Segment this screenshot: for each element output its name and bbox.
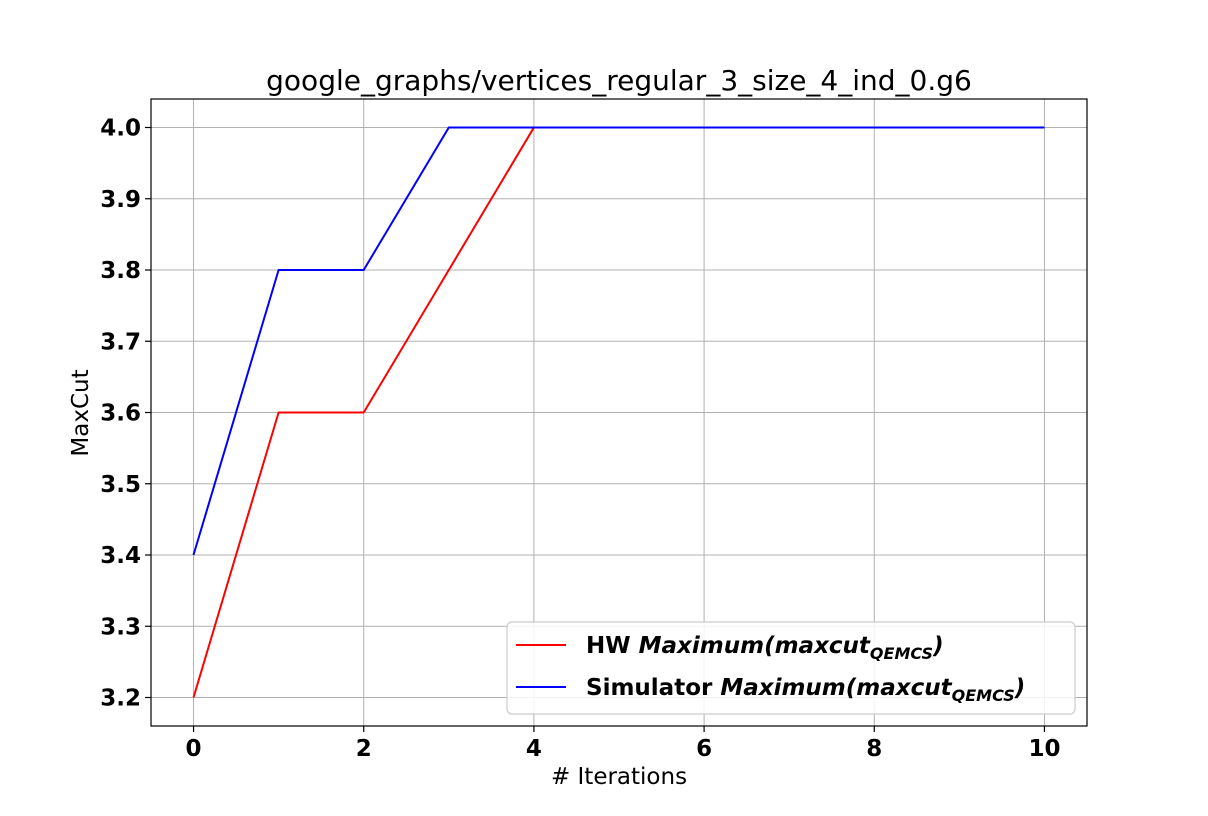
x-axis-label: # Iterations xyxy=(551,764,687,790)
legend-function: Maximum(maxcut xyxy=(639,633,871,659)
y-tick-label: 3.5 xyxy=(100,472,141,498)
x-tick-label: 4 xyxy=(526,736,542,762)
x-tick-label: 2 xyxy=(356,736,372,762)
y-tick-label: 3.8 xyxy=(100,258,141,284)
legend-close: ) xyxy=(1014,675,1026,701)
x-tick-label: 8 xyxy=(866,736,882,762)
legend-prefix: HW xyxy=(586,633,639,659)
y-tick-label: 3.4 xyxy=(100,543,141,569)
y-tick-label: 3.2 xyxy=(100,686,141,712)
legend-label-1: HW Maximum(maxcutQEMCS) xyxy=(586,633,944,663)
y-tick-label: 3.9 xyxy=(100,187,141,213)
x-tick-label: 10 xyxy=(1028,736,1060,762)
legend-box xyxy=(506,621,1076,715)
legend-function: Maximum(maxcut xyxy=(720,675,952,701)
y-tick-label: 4.0 xyxy=(100,116,141,142)
y-axis-label: MaxCut xyxy=(68,369,94,456)
series-line-2 xyxy=(192,126,1045,556)
series-layer xyxy=(192,126,1045,698)
legend-prefix: Simulator xyxy=(586,675,720,701)
legend-subscript: QEMCS xyxy=(952,686,1015,705)
chart-title: google_graphs/vertices_regular_3_size_4_… xyxy=(266,64,972,97)
legend-close: ) xyxy=(932,633,944,659)
legend: HW Maximum(maxcutQEMCS)Simulator Maximum… xyxy=(506,621,1076,715)
x-tick-label: 6 xyxy=(696,736,712,762)
y-tick-label: 3.6 xyxy=(100,401,141,427)
legend-subscript: QEMCS xyxy=(870,644,933,663)
legend-label-2: Simulator Maximum(maxcutQEMCS) xyxy=(586,675,1025,705)
ticks: 0 2 4 6 8 10 3.2 3.3 3.4 3.5 3.6 3.7 3.8 3.9 4.0 xyxy=(100,116,1060,763)
x-tick-label: 0 xyxy=(186,736,202,762)
y-tick-label: 3.3 xyxy=(100,614,141,640)
y-tick-label: 3.7 xyxy=(100,329,141,355)
